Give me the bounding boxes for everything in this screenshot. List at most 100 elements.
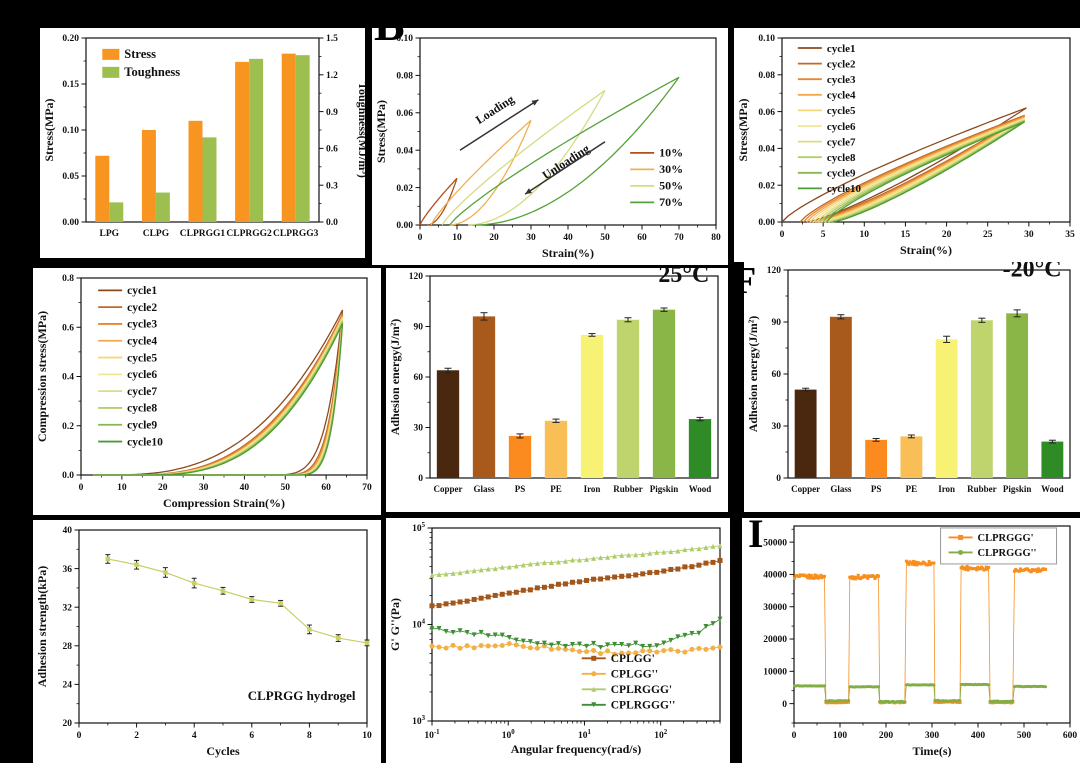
svg-text:Stress(MPa): Stress(MPa) [42, 98, 56, 161]
svg-text:CLPRGG3: CLPRGG3 [273, 229, 319, 239]
svg-text:CPLGG'': CPLGG'' [611, 669, 658, 681]
svg-text:Iron: Iron [584, 484, 601, 494]
svg-text:0.08: 0.08 [758, 71, 775, 81]
svg-text:0.02: 0.02 [758, 181, 775, 191]
svg-text:cycle10: cycle10 [827, 183, 862, 195]
svg-text:0: 0 [776, 474, 781, 484]
svg-text:Iron: Iron [938, 484, 955, 494]
svg-text:20000: 20000 [763, 635, 787, 645]
svg-text:CLPG: CLPG [143, 229, 170, 239]
svg-text:0.4: 0.4 [62, 373, 74, 383]
chart-frequency-sweep: 10-1 100 101 102 Angular frequency(rad/s) 103… [388, 522, 723, 756]
svg-text:Compression stress(MPa): Compression stress(MPa) [35, 311, 49, 442]
svg-text:0.20: 0.20 [62, 34, 79, 44]
svg-text:25°C: 25°C [658, 268, 709, 288]
svg-text:32: 32 [63, 603, 73, 613]
svg-text:60: 60 [637, 233, 647, 243]
svg-text:28: 28 [63, 642, 73, 652]
svg-text:0.06: 0.06 [758, 108, 775, 118]
panel-step-strain-recovery: 0 100 200 300 400 500 600 Time(s) 0 10000 20000 300… [742, 518, 1080, 763]
chart-adhesion-25C: Copper Glass PS PE Iron Rubber Pigskin Wood 0 30 6… [388, 268, 719, 494]
svg-text:0.0: 0.0 [62, 471, 74, 481]
svg-text:LPG: LPG [100, 229, 120, 239]
svg-text:Unloading: Unloading [540, 141, 592, 182]
svg-text:cycle7: cycle7 [827, 136, 856, 148]
svg-text:cycle10: cycle10 [127, 436, 163, 448]
svg-text:0.00: 0.00 [62, 218, 79, 228]
svg-text:120: 120 [409, 272, 424, 282]
svg-text:G' G''(Pa): G' G''(Pa) [388, 598, 402, 651]
svg-text:50000: 50000 [763, 538, 787, 548]
panel-adhesion-energy-25C: Copper Glass PS PE Iron Rubber Pigskin Wood 0 30 6… [386, 268, 728, 512]
svg-text:Copper: Copper [791, 484, 820, 494]
svg-text:30: 30 [772, 422, 782, 432]
svg-text:0: 0 [782, 700, 787, 710]
svg-text:cycle1: cycle1 [827, 43, 856, 55]
svg-text:10%: 10% [659, 146, 683, 160]
svg-text:1.5: 1.5 [326, 34, 338, 44]
svg-text:Adhesion energy(J/m²): Adhesion energy(J/m²) [388, 319, 402, 436]
svg-text:Toughness(MJ/m³): Toughness(MJ/m³) [356, 82, 365, 178]
svg-text:40: 40 [63, 526, 73, 536]
svg-text:25: 25 [983, 230, 993, 240]
svg-text:0.6: 0.6 [326, 145, 338, 155]
svg-text:300: 300 [925, 731, 940, 741]
svg-text:24: 24 [63, 681, 73, 691]
svg-text:30000: 30000 [763, 603, 787, 613]
svg-text:10: 10 [452, 233, 462, 243]
chart-compression-cycles: 0 10 20 30 40 50 60 70 Compression Strain(%) 0.0 0… [35, 274, 372, 510]
svg-text:cycle5: cycle5 [127, 352, 157, 364]
svg-text:cycle6: cycle6 [127, 369, 157, 381]
svg-text:CLPRGG1: CLPRGG1 [180, 229, 226, 239]
svg-text:90: 90 [414, 323, 424, 333]
svg-text:70: 70 [362, 483, 372, 493]
svg-text:Strain(%): Strain(%) [542, 246, 594, 260]
svg-text:50: 50 [600, 233, 610, 243]
svg-text:20: 20 [942, 230, 952, 240]
svg-text:CLPRGGG'': CLPRGGG'' [978, 548, 1037, 559]
svg-text:10000: 10000 [763, 668, 787, 678]
top-black-bar [0, 0, 1080, 28]
svg-text:400: 400 [971, 731, 986, 741]
panel-adhesion-energy-minus20C: Copper Glass PS PE Iron Rubber Pigskin Wood 0 30 6… [744, 262, 1080, 512]
svg-text:0.10: 0.10 [62, 126, 79, 136]
svg-text:20: 20 [158, 483, 168, 493]
svg-text:0.3: 0.3 [326, 181, 338, 191]
svg-text:40: 40 [240, 483, 250, 493]
svg-text:cycle4: cycle4 [827, 90, 856, 102]
svg-text:0: 0 [418, 233, 423, 243]
svg-text:cycle3: cycle3 [827, 74, 856, 86]
svg-text:CLPRGG2: CLPRGG2 [226, 229, 272, 239]
svg-text:0.05: 0.05 [62, 172, 79, 182]
svg-text:Glass: Glass [830, 484, 852, 494]
svg-text:10: 10 [860, 230, 870, 240]
svg-text:Wood: Wood [1041, 484, 1064, 494]
svg-text:PE: PE [906, 484, 918, 494]
svg-text:0.00: 0.00 [396, 221, 413, 231]
svg-text:50%: 50% [659, 179, 683, 193]
svg-text:5: 5 [821, 230, 826, 240]
svg-text:Strain(%): Strain(%) [900, 243, 952, 257]
svg-text:6: 6 [249, 731, 254, 741]
svg-text:Loading: Loading [473, 92, 516, 127]
svg-text:200: 200 [879, 731, 894, 741]
svg-text:cycle9: cycle9 [127, 420, 157, 432]
svg-text:30: 30 [414, 424, 424, 434]
svg-text:Adhesion strength(kPa): Adhesion strength(kPa) [35, 566, 49, 687]
svg-text:cycle4: cycle4 [127, 336, 157, 348]
svg-text:8: 8 [307, 731, 312, 741]
svg-text:Pigskin: Pigskin [650, 484, 679, 494]
svg-text:50: 50 [281, 483, 291, 493]
svg-text:104: 104 [412, 619, 426, 631]
svg-text:0: 0 [792, 731, 797, 741]
svg-text:101: 101 [578, 729, 592, 741]
svg-text:cycle7: cycle7 [127, 386, 157, 398]
panel-compression-cycles: 0 10 20 30 40 50 60 70 Compression Strain(%) 0.0 0… [33, 268, 381, 515]
svg-text:0.2: 0.2 [62, 422, 74, 432]
svg-text:10: 10 [362, 731, 372, 741]
svg-text:0: 0 [77, 731, 82, 741]
svg-text:cycle2: cycle2 [127, 302, 157, 314]
svg-text:0.6: 0.6 [62, 323, 74, 333]
svg-text:15: 15 [901, 230, 911, 240]
svg-text:4: 4 [192, 731, 197, 741]
